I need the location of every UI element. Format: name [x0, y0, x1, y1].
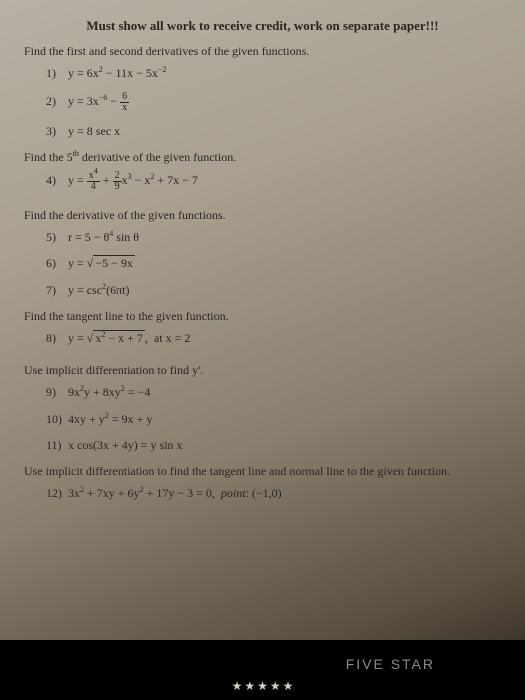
problem-8: 8)y = x2 − x + 7, at x = 2	[46, 330, 501, 347]
problem-number: 5)	[46, 229, 68, 246]
star-icon: ★	[257, 679, 268, 694]
problem-10: 10)4xy + y2 = 9x + y	[46, 411, 501, 428]
page-header: Must show all work to receive credit, wo…	[24, 18, 501, 34]
problem-5: 5)r = 5 − θ4 sin θ	[46, 229, 501, 246]
problem-number: 12)	[46, 485, 68, 502]
problem-9: 9)9x2y + 8xy2 = −4	[46, 384, 501, 401]
star-icon: ★	[244, 679, 255, 694]
problem-number: 8)	[46, 330, 68, 347]
problem-expression: 3x2 + 7xy + 6y2 + 17y − 3 = 0, point: (−…	[68, 486, 282, 500]
problem-7: 7)y = csc2(6πt)	[46, 282, 501, 299]
brand-stars: ★ ★ ★ ★ ★	[232, 679, 294, 694]
problem-number: 6)	[46, 255, 68, 272]
star-icon: ★	[232, 679, 243, 694]
problem-6: 6)y = −5 − 9x	[46, 255, 501, 272]
problem-expression: y = csc2(6πt)	[68, 283, 129, 297]
instruction-3: Find the derivative of the given functio…	[24, 208, 501, 223]
problem-expression: 4xy + y2 = 9x + y	[68, 412, 152, 426]
problem-expression: 9x2y + 8xy2 = −4	[68, 385, 150, 399]
problem-expression: y = 6x2 − 11x − 5x−2	[68, 66, 166, 80]
worksheet-page: Must show all work to receive credit, wo…	[0, 0, 525, 502]
instruction-1: Find the first and second derivatives of…	[24, 44, 501, 59]
instruction-4: Find the tangent line to the given funct…	[24, 309, 501, 324]
instruction-5: Use implicit differentiation to find y'.	[24, 363, 501, 378]
problem-number: 2)	[46, 93, 68, 110]
problem-expression: x cos(3x + 4y) = y sin x	[68, 438, 183, 452]
problem-number: 1)	[46, 65, 68, 82]
instruction-6: Use implicit differentiation to find the…	[24, 464, 501, 479]
problem-expression: y = 8 sec x	[68, 124, 120, 138]
problem-number: 4)	[46, 172, 68, 189]
problem-expression: y = x44 + 29x3 − x2 + 7x − 7	[68, 173, 198, 187]
problem-12: 12)3x2 + 7xy + 6y2 + 17y − 3 = 0, point:…	[46, 485, 501, 502]
problem-number: 9)	[46, 384, 68, 401]
star-icon: ★	[283, 679, 294, 694]
star-icon: ★	[270, 679, 281, 694]
problem-11: 11)x cos(3x + 4y) = y sin x	[46, 437, 501, 454]
problem-number: 3)	[46, 123, 68, 140]
problem-2: 2)y = 3x−6 − 6x	[46, 92, 501, 113]
problem-4: 4)y = x44 + 29x3 − x2 + 7x − 7	[46, 171, 501, 192]
problem-1: 1)y = 6x2 − 11x − 5x−2	[46, 65, 501, 82]
problem-number: 10)	[46, 411, 68, 428]
brand-label: FIVE STAR	[346, 656, 435, 672]
problem-number: 11)	[46, 437, 68, 454]
problem-expression: y = 3x−6 − 6x	[68, 94, 129, 108]
problem-expression: r = 5 − θ4 sin θ	[68, 230, 139, 244]
problem-expression: y = x2 − x + 7, at x = 2	[68, 330, 190, 345]
instruction-2: Find the 5th derivative of the given fun…	[24, 150, 501, 165]
problem-expression: y = −5 − 9x	[68, 255, 135, 270]
problem-number: 7)	[46, 282, 68, 299]
problem-3: 3)y = 8 sec x	[46, 123, 501, 140]
